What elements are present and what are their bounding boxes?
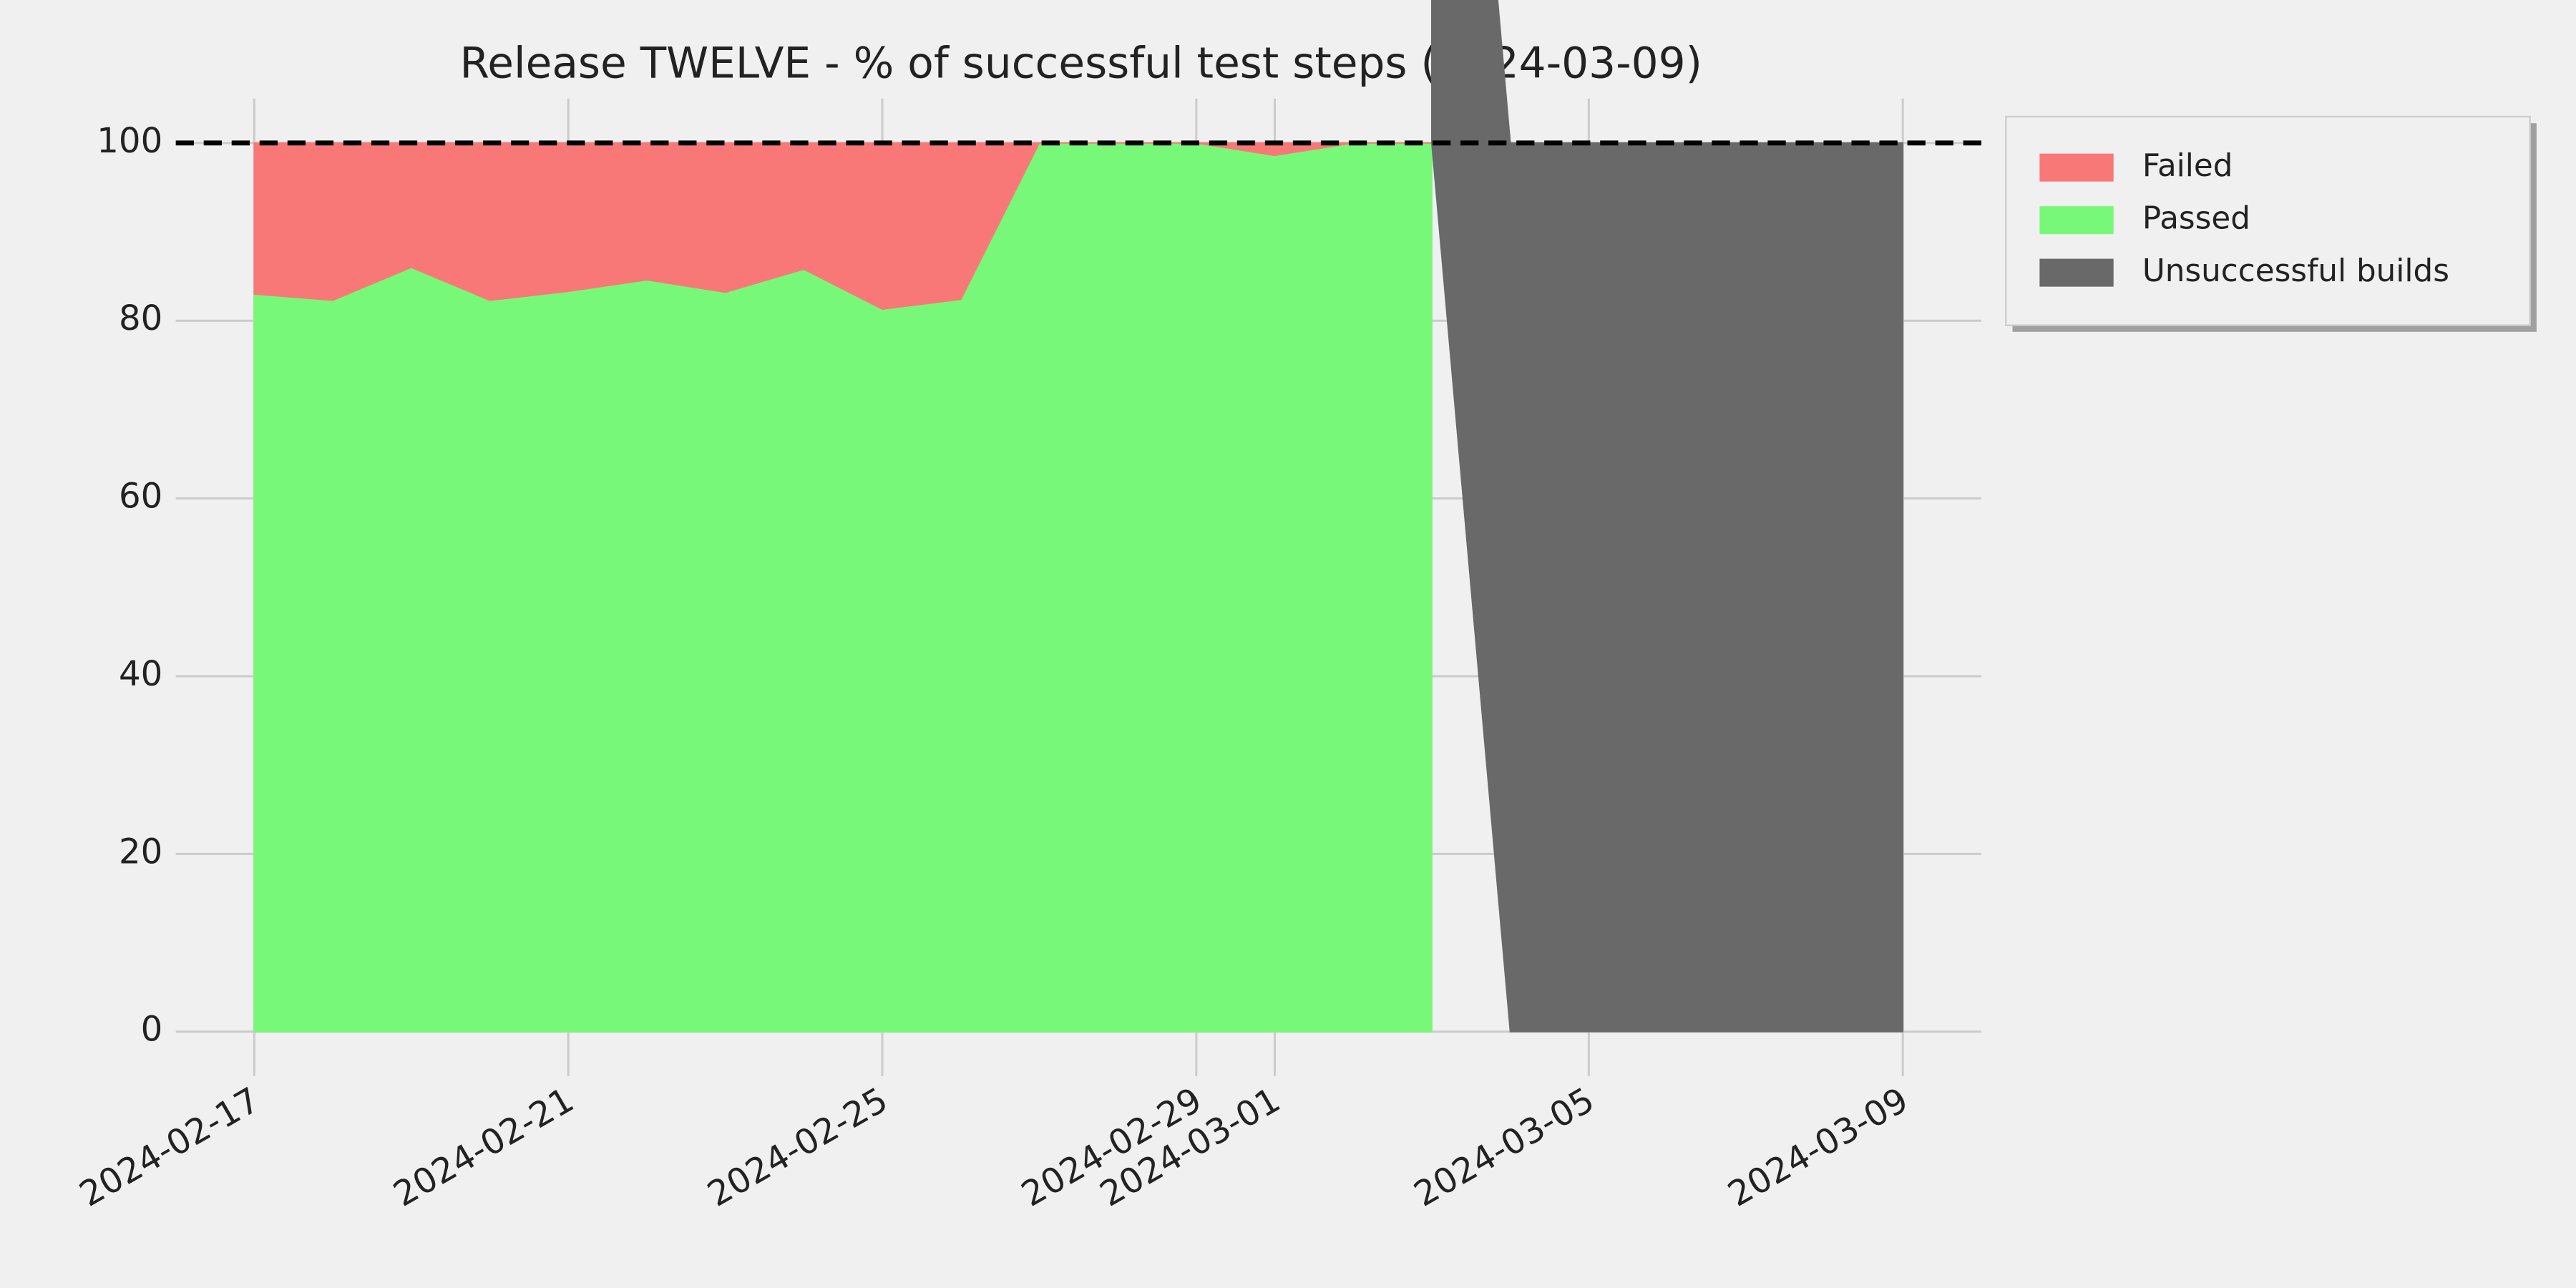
x-tick-label: 2024-03-05 bbox=[1407, 1080, 1601, 1215]
y-tick-label: 0 bbox=[141, 1010, 163, 1050]
legend-label: Unsuccessful builds bbox=[2142, 253, 2449, 289]
y-tick-label: 80 bbox=[119, 298, 162, 338]
x-tick-label: 2024-02-21 bbox=[387, 1080, 581, 1215]
y-tick-label: 60 bbox=[119, 477, 162, 517]
chart-title: Release TWELVE - % of successful test st… bbox=[460, 39, 1702, 88]
legend: Failed Passed Unsuccessful builds bbox=[2005, 115, 2537, 332]
x-tick-label: 2024-02-17 bbox=[73, 1080, 267, 1215]
y-tick-label: 20 bbox=[119, 831, 162, 872]
legend-swatch bbox=[2039, 206, 2114, 235]
area bbox=[1431, 0, 1904, 1033]
legend-swatch bbox=[2039, 153, 2114, 182]
y-tick-label: 100 bbox=[97, 121, 162, 161]
areas bbox=[253, 0, 1904, 1033]
legend-label: Failed bbox=[2142, 148, 2233, 184]
y-tick-label: 40 bbox=[119, 654, 162, 694]
legend-swatch bbox=[2039, 258, 2114, 287]
legend-label: Passed bbox=[2142, 201, 2250, 237]
x-tick-label: 2024-02-25 bbox=[701, 1080, 894, 1215]
x-tick-label: 2024-03-09 bbox=[1722, 1080, 1916, 1215]
